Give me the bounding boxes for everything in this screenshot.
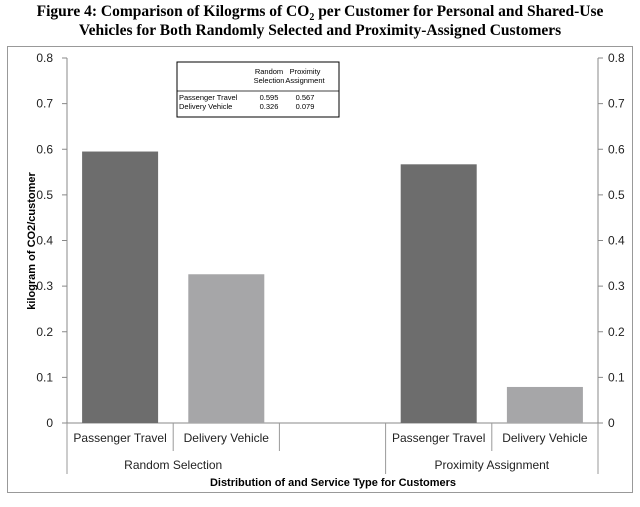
y-tick-label-right: 0.3 — [608, 279, 625, 293]
y-tick-label-left: 0 — [46, 416, 53, 430]
data-table-col-header: Random — [255, 67, 283, 76]
x-category-label: Delivery Vehicle — [502, 431, 588, 445]
y-tick-label-left: 0.7 — [36, 97, 53, 111]
tick-labels: 0 0 0.1 0.1 0.2 0.2 0.3 0.3 0.4 0.4 0.5 0.5 0.6 0.6 0.… — [36, 51, 625, 472]
y-tick-label-left: 0.4 — [36, 234, 53, 248]
bar — [188, 274, 265, 423]
bar — [82, 151, 159, 423]
x-category-label: Passenger Travel — [73, 431, 166, 445]
x-category-label: Passenger Travel — [392, 431, 485, 445]
data-table-cell: 0.595 — [260, 93, 279, 102]
chart-border — [7, 46, 633, 493]
data-table-cell: 0.079 — [296, 102, 315, 111]
figure-title: Figure 4: Comparison of Kilogrms of CO2 … — [0, 2, 640, 40]
y-tick-label-right: 0.4 — [608, 234, 625, 248]
figure-title-line-2: Vehicles for Both Randomly Selected and … — [78, 22, 562, 39]
x-axis-title: Distribution of and Service Type for Cus… — [210, 477, 456, 489]
y-tick-label-right: 0.1 — [608, 370, 625, 384]
y-axis-title: kilogram of CO2/customer — [26, 172, 38, 310]
bar — [506, 386, 583, 423]
x-group-label: Random Selection — [124, 458, 222, 472]
y-tick-label-left: 0.3 — [36, 279, 53, 293]
data-table-row-label: Delivery Vehicle — [179, 102, 232, 111]
bar — [400, 164, 477, 423]
data-table-col-header: Selection — [254, 76, 285, 85]
x-category-label: Delivery Vehicle — [184, 431, 270, 445]
y-tick-label-right: 0.7 — [608, 97, 625, 111]
y-tick-label-right: 0 — [608, 416, 615, 430]
y-tick-label-right: 0.2 — [608, 325, 625, 339]
y-tick-label-left: 0.8 — [36, 51, 53, 65]
data-table-cell: 0.326 — [260, 102, 279, 111]
data-table-col-header: Proximity — [290, 67, 321, 76]
data-table-cell: 0.567 — [296, 93, 315, 102]
y-tick-label-left: 0.6 — [36, 142, 53, 156]
y-tick-label-left: 0.1 — [36, 370, 53, 384]
figure-title-line-1: Figure 4: Comparison of Kilogrms of CO2 … — [36, 3, 604, 24]
y-tick-label-left: 0.5 — [36, 188, 53, 202]
data-table-col-header: Assignment — [285, 76, 325, 85]
data-table-border — [176, 61, 340, 118]
bars — [82, 151, 583, 423]
y-tick-label-right: 0.5 — [608, 188, 625, 202]
y-tick-label-right: 0.6 — [608, 142, 625, 156]
x-group-label: Proximity Assignment — [434, 458, 549, 472]
y-tick-label-left: 0.2 — [36, 325, 53, 339]
y-tick-label-right: 0.8 — [608, 51, 625, 65]
data-table-row-label: Passenger Travel — [179, 93, 238, 102]
